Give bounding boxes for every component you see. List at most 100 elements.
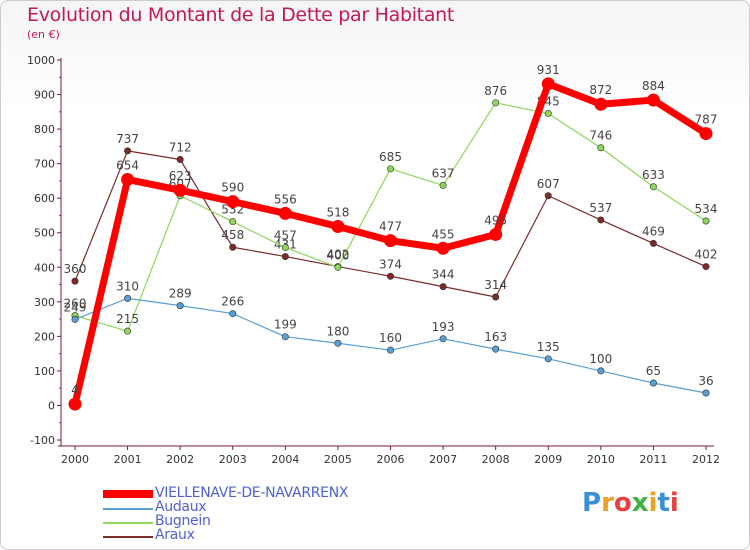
data-point (176, 302, 184, 310)
data-label: 310 (116, 279, 139, 293)
x-tick-label: 2003 (219, 453, 247, 466)
data-point (176, 155, 184, 163)
data-label: 931 (537, 63, 560, 77)
x-tick-label: 2009 (534, 453, 562, 466)
data-point (124, 327, 132, 335)
y-tick-label: -100 (30, 434, 55, 447)
data-label: 260 (64, 297, 87, 311)
data-point (334, 339, 342, 347)
data-label: 884 (642, 79, 665, 93)
data-point (121, 173, 135, 187)
data-point (492, 345, 500, 353)
data-label: 623 (169, 169, 192, 183)
data-point (439, 283, 447, 291)
data-label: 100 (589, 352, 612, 366)
y-tick-label: 100 (34, 365, 55, 378)
data-label: 633 (642, 168, 665, 182)
data-label: 637 (432, 166, 455, 180)
data-label: 135 (537, 340, 560, 354)
data-label: 685 (379, 150, 402, 164)
data-label: 215 (116, 312, 139, 326)
data-label: 180 (326, 324, 349, 338)
data-point (384, 234, 397, 248)
data-label: 160 (379, 331, 402, 345)
data-label: 199 (274, 318, 297, 332)
data-point (436, 241, 450, 255)
data-point (597, 216, 605, 224)
logo-letter: o (613, 488, 632, 518)
data-label: 314 (484, 278, 507, 292)
y-tick-label: 400 (34, 261, 55, 274)
data-point (544, 110, 552, 118)
data-label: 193 (432, 320, 455, 334)
x-tick-label: 2001 (114, 453, 142, 466)
x-tick-label: 2004 (271, 453, 299, 466)
data-point (646, 93, 660, 107)
data-point (124, 294, 132, 302)
data-point (649, 183, 657, 191)
logo-letter: P (582, 488, 602, 518)
data-point (544, 355, 552, 363)
data-label: 4 (71, 383, 79, 397)
data-point (229, 218, 237, 226)
data-point (226, 195, 240, 209)
x-tick-label: 2006 (377, 453, 405, 466)
data-point (702, 389, 710, 397)
data-label: 876 (484, 84, 507, 98)
data-point (492, 293, 500, 301)
chart-title: Evolution du Montant de la Dette par Hab… (27, 4, 455, 26)
data-label: 65 (646, 364, 661, 378)
legend-label: Bugnein (155, 513, 211, 529)
data-label: 518 (326, 206, 349, 220)
data-point (702, 217, 710, 225)
x-tick-label: 2005 (324, 453, 352, 466)
data-point (439, 181, 447, 189)
proxiti-logo: Proxiti (582, 488, 679, 518)
data-point (439, 335, 447, 343)
legend-swatch (103, 536, 153, 538)
data-point (649, 379, 657, 387)
data-point (386, 346, 394, 354)
data-point (492, 99, 500, 107)
data-point (229, 243, 237, 251)
x-tick-label: 2002 (166, 453, 194, 466)
y-tick-label: 200 (34, 330, 55, 343)
x-tick-label: 2000 (61, 453, 89, 466)
x-tick-label: 2010 (587, 453, 615, 466)
data-label: 344 (432, 268, 455, 282)
data-label: 537 (589, 201, 612, 215)
line-chart: -100 0 100 200 300 400 500 600 700 800 900 1000 2000… (27, 54, 720, 466)
data-label: 249 (64, 300, 87, 314)
data-label: 495 (484, 213, 507, 227)
legend-label: Araux (155, 527, 195, 543)
data-point (649, 239, 657, 247)
data-label: 458 (221, 228, 244, 242)
series-line (74, 297, 707, 394)
data-point (331, 220, 345, 234)
data-point (541, 77, 555, 91)
chart-subtitle: (en €) (27, 28, 60, 41)
data-label: 737 (116, 132, 139, 146)
x-tick-label: 2012 (692, 453, 720, 466)
data-point (173, 183, 187, 197)
data-point (71, 315, 79, 323)
logo-letter: r (601, 488, 614, 518)
data-point (281, 333, 289, 341)
x-tick-label: 2011 (639, 453, 667, 466)
data-label: 590 (221, 181, 244, 195)
data-label: 607 (537, 177, 560, 191)
y-tick-label: 800 (34, 123, 55, 136)
data-label: 534 (695, 202, 718, 216)
x-tick-label: 2008 (482, 453, 510, 466)
data-point (489, 227, 503, 241)
logo-letter: t (657, 488, 670, 518)
y-tick-label: 600 (34, 192, 55, 205)
y-tick-label: 700 (34, 158, 55, 171)
data-point (597, 367, 605, 375)
data-point (281, 253, 289, 261)
data-label: 457 (274, 229, 297, 243)
logo-letter: i (648, 488, 658, 518)
y-tick-label: 1000 (27, 54, 55, 67)
data-label: 872 (589, 83, 612, 97)
